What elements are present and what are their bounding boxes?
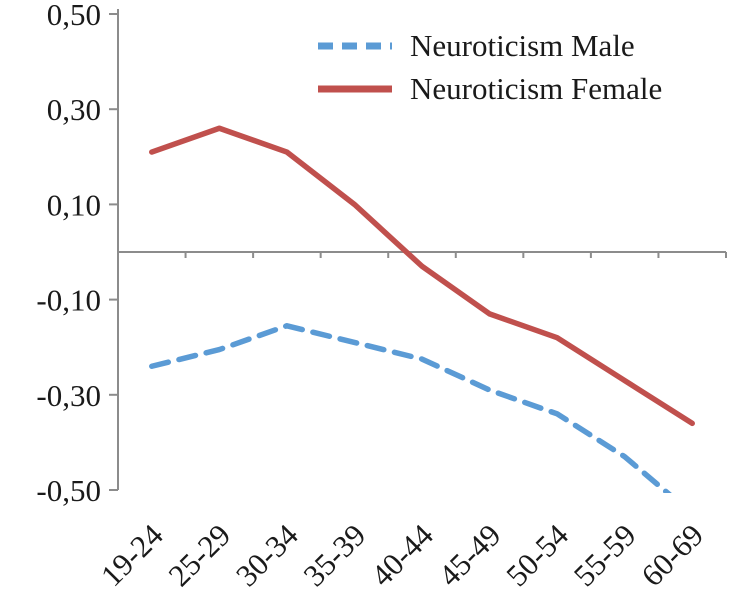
legend-label-male: Neuroticism Male — [410, 28, 635, 63]
y-axis-tick-label: 0,10 — [47, 187, 101, 222]
x-axis-tick-label: 19-24 — [94, 517, 170, 593]
x-axis-tick-label: 50-54 — [499, 517, 575, 593]
legend-item-male: Neuroticism Male — [314, 30, 662, 61]
x-axis-tick-label: 40-44 — [364, 517, 440, 593]
x-axis-tick-label: 60-69 — [634, 517, 710, 593]
series-line-neuroticism-female — [149, 125, 695, 427]
x-axis-tick-label: 25-29 — [161, 517, 237, 593]
x-axis-tick-label: 35-39 — [297, 517, 373, 593]
male-line-sample-icon — [318, 42, 392, 49]
y-axis-tick-label: 0,30 — [47, 92, 101, 127]
x-axis-tick-label: 30-34 — [229, 517, 305, 593]
x-axis-tick-label: 45-49 — [432, 517, 508, 593]
legend-item-female: Neuroticism Female — [314, 73, 662, 104]
series-line-neuroticism-male — [149, 323, 672, 493]
y-axis-tick-label: -0,50 — [36, 473, 101, 508]
female-line-sample-icon — [318, 85, 392, 92]
y-axis-tick-label: -0,10 — [36, 283, 101, 318]
x-axis-tick-label: 55-59 — [567, 517, 643, 593]
y-axis-tick-label: -0,30 — [36, 378, 101, 413]
legend-label-female: Neuroticism Female — [410, 71, 663, 106]
chart-legend: Neuroticism Male Neuroticism Female — [314, 30, 662, 104]
y-axis-tick-label: 0,50 — [47, 0, 101, 32]
